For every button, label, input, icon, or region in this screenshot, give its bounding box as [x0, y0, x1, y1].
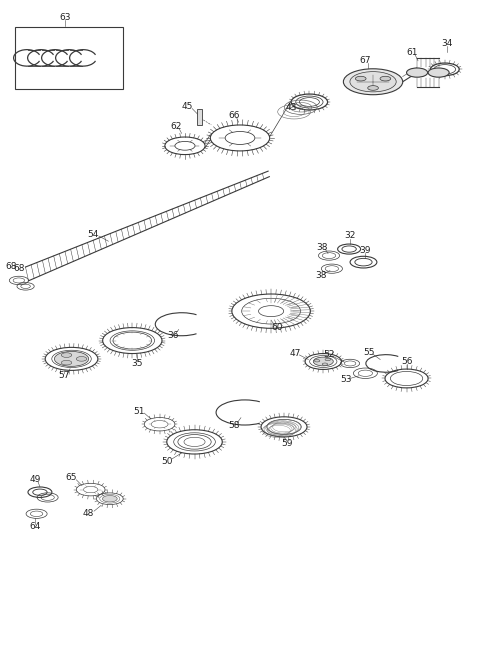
Text: 53: 53 — [340, 375, 352, 384]
Ellipse shape — [380, 76, 391, 81]
Text: 56: 56 — [401, 357, 412, 366]
Text: 55: 55 — [363, 348, 375, 357]
Text: 62: 62 — [171, 122, 182, 131]
Bar — [197, 109, 202, 125]
Text: 51: 51 — [133, 407, 144, 416]
Text: 34: 34 — [442, 39, 453, 48]
Text: 68: 68 — [13, 264, 24, 273]
Text: 47: 47 — [290, 349, 301, 358]
Text: 59: 59 — [281, 440, 293, 448]
Text: 32: 32 — [344, 231, 356, 240]
Text: 57: 57 — [59, 371, 70, 381]
Ellipse shape — [355, 76, 366, 81]
Text: 60: 60 — [272, 323, 283, 332]
Text: 50: 50 — [161, 457, 173, 466]
Ellipse shape — [313, 357, 333, 366]
Text: 48: 48 — [83, 510, 94, 518]
Text: 67: 67 — [360, 56, 371, 66]
Ellipse shape — [76, 356, 87, 361]
Ellipse shape — [102, 496, 117, 502]
Text: 39: 39 — [360, 246, 371, 255]
Text: 38: 38 — [317, 242, 328, 252]
Text: 38: 38 — [316, 271, 327, 280]
Ellipse shape — [368, 86, 378, 90]
Text: 45: 45 — [181, 102, 193, 111]
Text: 43: 43 — [286, 103, 298, 113]
Text: 68: 68 — [5, 261, 17, 271]
Ellipse shape — [61, 353, 72, 358]
Text: 36: 36 — [167, 331, 179, 340]
Text: 52: 52 — [324, 350, 335, 360]
Text: 35: 35 — [132, 359, 143, 368]
Text: 49: 49 — [29, 475, 41, 483]
Ellipse shape — [428, 68, 449, 77]
Text: 58: 58 — [228, 421, 240, 430]
Text: 64: 64 — [29, 521, 41, 531]
Text: 65: 65 — [66, 474, 77, 482]
Ellipse shape — [314, 360, 320, 362]
Ellipse shape — [325, 358, 331, 361]
Text: 63: 63 — [60, 12, 71, 22]
Ellipse shape — [407, 68, 428, 77]
Text: 61: 61 — [407, 48, 418, 57]
Text: 54: 54 — [87, 229, 98, 238]
Ellipse shape — [54, 351, 89, 366]
Ellipse shape — [350, 71, 396, 92]
Bar — [15, 27, 123, 89]
Ellipse shape — [322, 363, 328, 365]
Text: 66: 66 — [228, 111, 240, 120]
Ellipse shape — [343, 69, 403, 95]
Ellipse shape — [61, 360, 72, 365]
